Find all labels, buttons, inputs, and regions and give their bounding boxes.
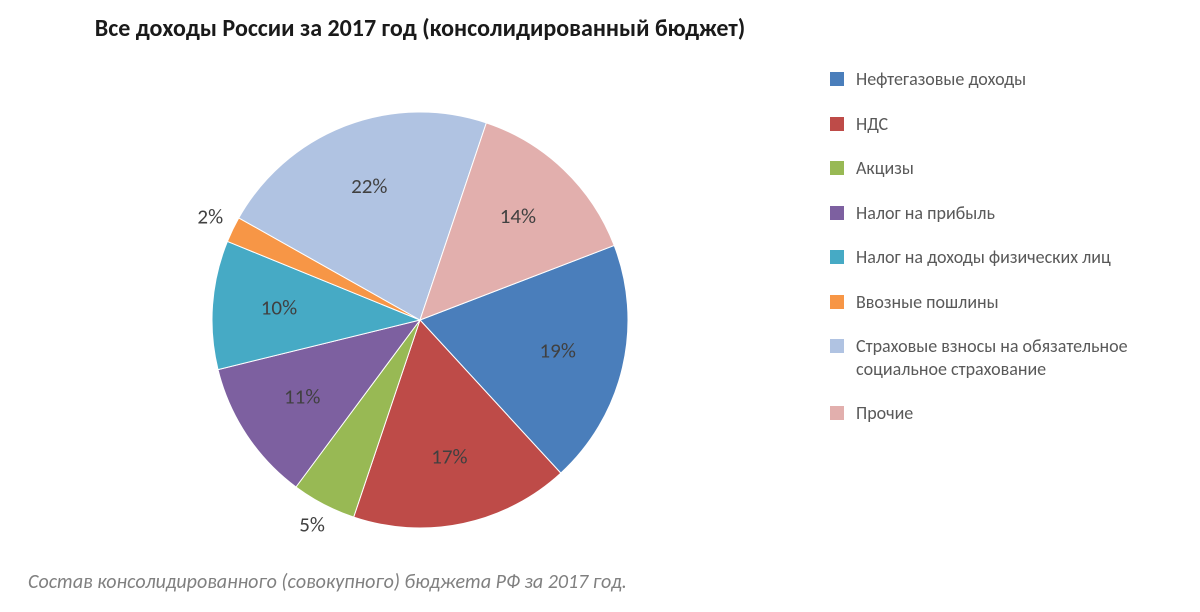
pie-slice-label: 2% <box>197 204 223 230</box>
legend-swatch <box>830 72 844 86</box>
legend-label: Ввозные пошлины <box>856 291 999 314</box>
legend-item: Ввозные пошлины <box>830 291 1170 314</box>
legend-item: Акцизы <box>830 157 1170 180</box>
legend-item: Налог на прибыль <box>830 202 1170 225</box>
legend-label: НДС <box>856 113 888 136</box>
legend-label: Акцизы <box>856 157 914 180</box>
pie-slice-label: 22% <box>351 173 387 199</box>
legend-item: Прочие <box>830 402 1170 425</box>
legend-item: Налог на доходы физических лиц <box>830 246 1170 269</box>
legend-swatch <box>830 406 844 420</box>
legend-swatch <box>830 295 844 309</box>
legend-swatch <box>830 339 844 353</box>
legend-item: Нефтегазовые доходы <box>830 68 1170 91</box>
pie-slice-label: 14% <box>500 203 536 229</box>
legend-swatch <box>830 206 844 220</box>
chart-frame: Все доходы России за 2017 год (консолиди… <box>0 0 1200 612</box>
legend-swatch <box>830 117 844 131</box>
legend-item: Страховые взносы на обязательное социаль… <box>830 335 1170 380</box>
legend-label: Нефтегазовые доходы <box>856 68 1026 91</box>
legend-swatch <box>830 250 844 264</box>
pie-slice-label: 5% <box>299 511 325 537</box>
chart-caption: Состав консолидированного (совокупного) … <box>28 570 627 594</box>
legend-label: Страховые взносы на обязательное социаль… <box>856 335 1166 380</box>
pie-slice-label: 10% <box>261 295 297 321</box>
pie-slice-label: 11% <box>284 383 320 409</box>
legend-swatch <box>830 161 844 175</box>
pie-slice-label: 17% <box>431 443 467 469</box>
pie-slice-label: 19% <box>540 337 576 363</box>
legend-label: Налог на доходы физических лиц <box>856 246 1111 269</box>
legend-label: Налог на прибыль <box>856 202 995 225</box>
legend-label: Прочие <box>856 402 913 425</box>
legend-item: НДС <box>830 113 1170 136</box>
